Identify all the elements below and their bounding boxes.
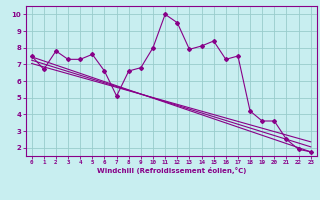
X-axis label: Windchill (Refroidissement éolien,°C): Windchill (Refroidissement éolien,°C) [97, 167, 246, 174]
